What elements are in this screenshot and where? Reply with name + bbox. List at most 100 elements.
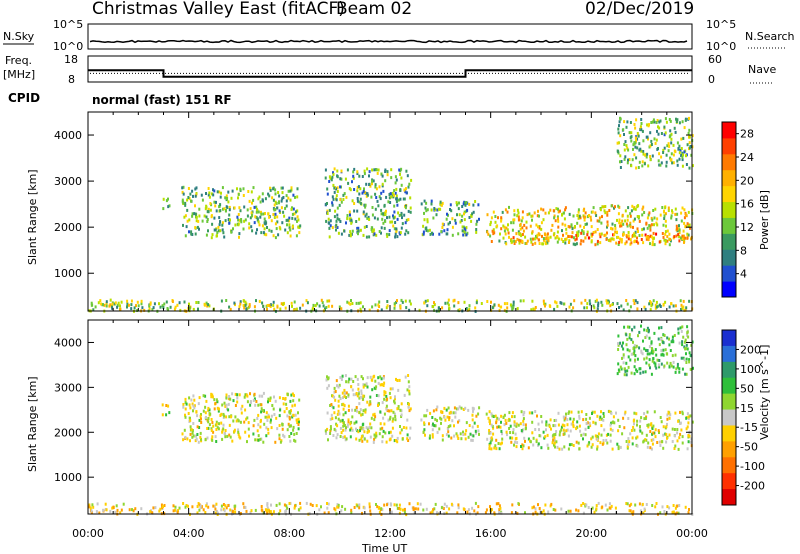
echo-pixel xyxy=(365,235,368,239)
echo-pixel xyxy=(372,228,375,232)
echo-pixel xyxy=(467,435,470,439)
echo-pixel xyxy=(328,221,331,225)
echo-pixel xyxy=(451,225,454,229)
echo-pixel xyxy=(632,352,635,356)
echo-pixel xyxy=(656,119,659,122)
echo-pixel xyxy=(512,303,515,307)
echo-pixel xyxy=(371,168,374,172)
echo-pixel xyxy=(299,224,302,228)
echo-pixel xyxy=(338,383,341,387)
echo-pixel xyxy=(282,397,285,400)
echo-pixel xyxy=(457,232,460,236)
echo-pixel xyxy=(387,418,390,422)
echo-pixel xyxy=(345,426,347,430)
echo-pixel xyxy=(423,199,426,203)
echo-pixel xyxy=(342,198,345,201)
echo-pixel xyxy=(100,302,103,306)
echo-pixel xyxy=(405,169,408,173)
echo-pixel xyxy=(320,505,322,509)
station-title: Christmas Valley East (fitACF) xyxy=(92,0,345,19)
echo-pixel xyxy=(561,222,564,226)
echo-pixel xyxy=(619,224,622,228)
echo-pixel xyxy=(152,506,155,510)
echo-pixel xyxy=(393,303,396,307)
echo-pixel xyxy=(626,214,629,218)
echo-pixel xyxy=(262,440,265,444)
colorbar-tick-label: 8 xyxy=(740,244,747,257)
echo-pixel xyxy=(364,408,367,412)
echo-pixel xyxy=(669,156,672,160)
echo-pixel xyxy=(674,212,677,216)
echo-pixel xyxy=(648,363,651,367)
echo-pixel xyxy=(607,432,610,436)
echo-pixel xyxy=(339,397,342,401)
echo-pixel xyxy=(246,400,249,404)
echo-pixel xyxy=(284,397,287,400)
echo-pixel xyxy=(447,434,450,438)
echo-pixel xyxy=(126,305,128,309)
echo-pixel xyxy=(208,408,211,412)
echo-pixel xyxy=(337,503,340,507)
echo-pixel xyxy=(495,502,498,506)
echo-pixel xyxy=(488,447,491,451)
echo-pixel xyxy=(682,356,685,360)
echo-pixel xyxy=(611,420,614,424)
echo-pixel xyxy=(690,343,693,347)
colorbar-tick-label: 16 xyxy=(740,198,754,211)
echo-pixel xyxy=(464,201,466,205)
echo-pixel xyxy=(601,303,604,307)
echo-pixel xyxy=(658,326,660,330)
nsearch-tick-top: 10^5 xyxy=(706,18,736,31)
echo-pixel xyxy=(562,428,565,432)
echo-pixel xyxy=(628,158,631,161)
echo-pixel xyxy=(590,232,593,236)
echo-pixel xyxy=(629,212,632,216)
echo-pixel xyxy=(642,339,644,343)
echo-pixel xyxy=(629,238,632,242)
echo-pixel xyxy=(448,416,451,420)
echo-pixel xyxy=(643,211,646,214)
echo-pixel xyxy=(229,307,232,311)
echo-pixel xyxy=(559,430,562,434)
echo-pixel xyxy=(667,209,670,212)
echo-pixel xyxy=(368,505,371,509)
echo-pixel xyxy=(444,418,447,422)
echo-pixel xyxy=(252,186,255,190)
echo-pixel xyxy=(225,205,228,209)
echo-pixel xyxy=(130,299,133,303)
echo-pixel xyxy=(436,430,439,434)
echo-pixel xyxy=(633,349,636,353)
echo-pixel xyxy=(207,420,210,424)
echo-pixel xyxy=(623,373,626,377)
echo-pixel xyxy=(599,441,602,445)
echo-pixel xyxy=(564,206,567,210)
echo-pixel xyxy=(570,223,573,227)
echo-pixel xyxy=(333,386,336,390)
echo-pixel xyxy=(287,422,290,426)
colorbar-tick-label: -200 xyxy=(740,480,765,493)
echo-pixel xyxy=(681,120,684,124)
echo-pixel xyxy=(633,365,636,369)
echo-pixel xyxy=(545,237,548,241)
echo-pixel xyxy=(445,408,448,412)
y-tick-label: 4000 xyxy=(54,129,82,142)
echo-pixel xyxy=(503,225,506,229)
echo-pixel xyxy=(545,428,547,432)
echo-pixel xyxy=(529,237,532,241)
echo-pixel xyxy=(204,405,207,409)
echo-pixel xyxy=(237,419,240,423)
echo-pixel xyxy=(547,211,550,215)
echo-pixel xyxy=(657,132,660,136)
echo-pixel xyxy=(192,434,195,438)
echo-pixel xyxy=(222,207,224,211)
echo-pixel xyxy=(207,210,210,214)
echo-pixel xyxy=(676,439,679,443)
echo-pixel xyxy=(679,299,682,303)
echo-pixel xyxy=(557,225,560,229)
echo-pixel xyxy=(555,301,558,305)
echo-pixel xyxy=(643,357,646,361)
echo-pixel xyxy=(585,422,588,426)
echo-pixel xyxy=(224,429,227,432)
echo-pixel xyxy=(199,504,202,508)
echo-pixel xyxy=(434,502,437,506)
